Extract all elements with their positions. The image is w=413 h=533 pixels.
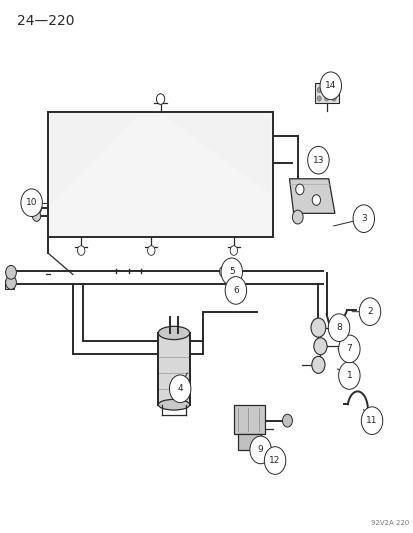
Circle shape — [338, 335, 359, 363]
Circle shape — [313, 338, 326, 355]
Circle shape — [310, 318, 325, 337]
Circle shape — [328, 314, 349, 342]
Ellipse shape — [158, 399, 189, 410]
Text: 1: 1 — [346, 371, 351, 380]
Circle shape — [324, 87, 328, 93]
Text: 2: 2 — [366, 307, 372, 316]
Bar — [237, 434, 260, 450]
Circle shape — [219, 266, 227, 277]
Circle shape — [282, 414, 292, 427]
Circle shape — [221, 258, 242, 286]
Text: 6: 6 — [233, 286, 238, 295]
Polygon shape — [163, 115, 270, 195]
Circle shape — [331, 87, 335, 93]
Circle shape — [31, 201, 41, 214]
Circle shape — [156, 94, 164, 104]
Circle shape — [316, 87, 320, 93]
Circle shape — [311, 195, 320, 205]
Bar — [158, 333, 189, 405]
Circle shape — [331, 96, 335, 101]
Circle shape — [319, 72, 341, 100]
Bar — [48, 112, 272, 237]
Circle shape — [316, 96, 320, 101]
Text: 14: 14 — [324, 81, 336, 90]
Ellipse shape — [158, 326, 189, 340]
Circle shape — [311, 357, 324, 373]
Circle shape — [352, 205, 374, 232]
Circle shape — [292, 210, 302, 224]
Text: 92V2A 220: 92V2A 220 — [370, 520, 408, 526]
Text: 7: 7 — [346, 344, 351, 353]
Text: 4: 4 — [177, 384, 183, 393]
Circle shape — [6, 265, 17, 279]
Circle shape — [169, 375, 190, 402]
Polygon shape — [50, 115, 139, 205]
Circle shape — [230, 246, 237, 255]
Circle shape — [338, 362, 359, 389]
Text: 13: 13 — [312, 156, 323, 165]
Circle shape — [32, 211, 40, 221]
Circle shape — [6, 276, 17, 289]
Circle shape — [295, 184, 303, 195]
Text: 10: 10 — [26, 198, 37, 207]
Text: 9: 9 — [257, 446, 263, 455]
Text: 11: 11 — [366, 416, 377, 425]
Circle shape — [147, 246, 154, 255]
Bar — [5, 280, 14, 289]
Bar — [233, 405, 264, 434]
Bar — [314, 83, 338, 103]
Circle shape — [307, 147, 328, 174]
Text: 12: 12 — [269, 456, 280, 465]
Text: 8: 8 — [335, 323, 341, 332]
Text: 24—220: 24—220 — [17, 14, 74, 28]
Circle shape — [77, 246, 85, 255]
Circle shape — [358, 298, 380, 326]
Text: 3: 3 — [360, 214, 366, 223]
Circle shape — [249, 436, 271, 464]
Text: 5: 5 — [228, 268, 234, 276]
Circle shape — [264, 447, 285, 474]
Bar — [50, 115, 270, 235]
Circle shape — [21, 189, 42, 216]
Circle shape — [361, 407, 382, 434]
Circle shape — [324, 96, 328, 101]
Circle shape — [225, 277, 246, 304]
Polygon shape — [289, 179, 334, 213]
